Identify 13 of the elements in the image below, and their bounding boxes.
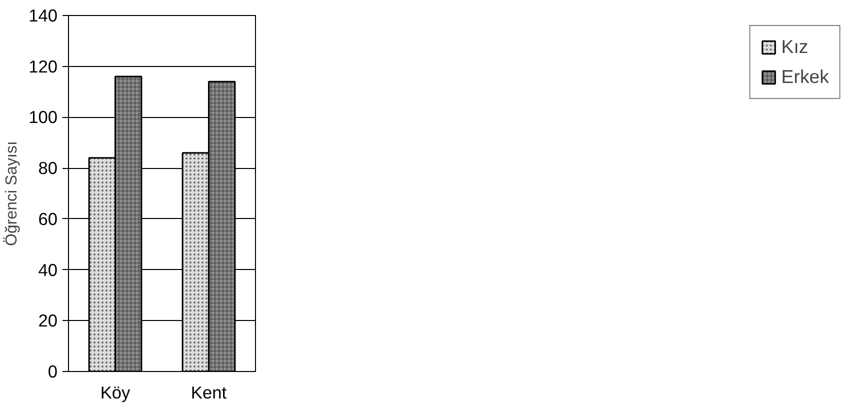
y-tick-label: 120 (28, 56, 58, 76)
y-tick-label: 0 (48, 362, 58, 382)
y-tick-label: 40 (38, 260, 58, 280)
legend-label: Kız (781, 36, 808, 58)
y-tick-label: 60 (38, 208, 58, 229)
x-tick-label: Köy (100, 382, 131, 402)
y-tick-label: 80 (38, 158, 58, 178)
y-tick-label: 100 (28, 107, 58, 128)
x-tick-label: Kent (190, 382, 227, 402)
legend-label: Erkek (781, 66, 829, 88)
y-tick-label: 140 (28, 6, 58, 26)
y-axis-title: Öğrenci Sayısı (2, 141, 21, 246)
y-tick-label: 20 (38, 310, 58, 331)
